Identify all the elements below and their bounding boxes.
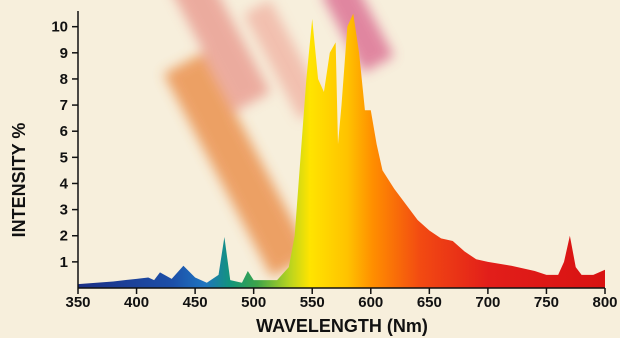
x-tick-label: 700 [475,294,500,311]
x-tick-label: 500 [241,294,266,311]
y-tick-label: 4 [60,175,69,192]
x-tick-label: 650 [417,294,442,311]
area [78,13,605,288]
x-tick-label: 550 [300,294,325,311]
x-tick-label: 750 [534,294,559,311]
y-tick-label: 6 [60,123,68,140]
y-tick-label: 2 [60,228,68,245]
y-tick-label: 10 [51,19,68,36]
y-tick-label: 1 [60,254,68,271]
x-tick-label: 450 [183,294,208,311]
x-tick-label: 350 [65,294,90,311]
y-tick-label: 5 [60,149,68,166]
x-axis-title: WAVELENGTH (Nm) [256,316,428,336]
x-tick-label: 400 [124,294,149,311]
x-tick-label: 600 [358,294,383,311]
y-tick-label: 3 [60,202,68,219]
background-decoration [163,0,395,277]
y-axis-title: INTENSITY % [9,123,29,238]
y-tick-label: 7 [60,97,68,114]
x-tick-label: 800 [592,294,617,311]
y-tick-label: 9 [60,45,68,62]
y-tick-label: 8 [60,71,68,88]
